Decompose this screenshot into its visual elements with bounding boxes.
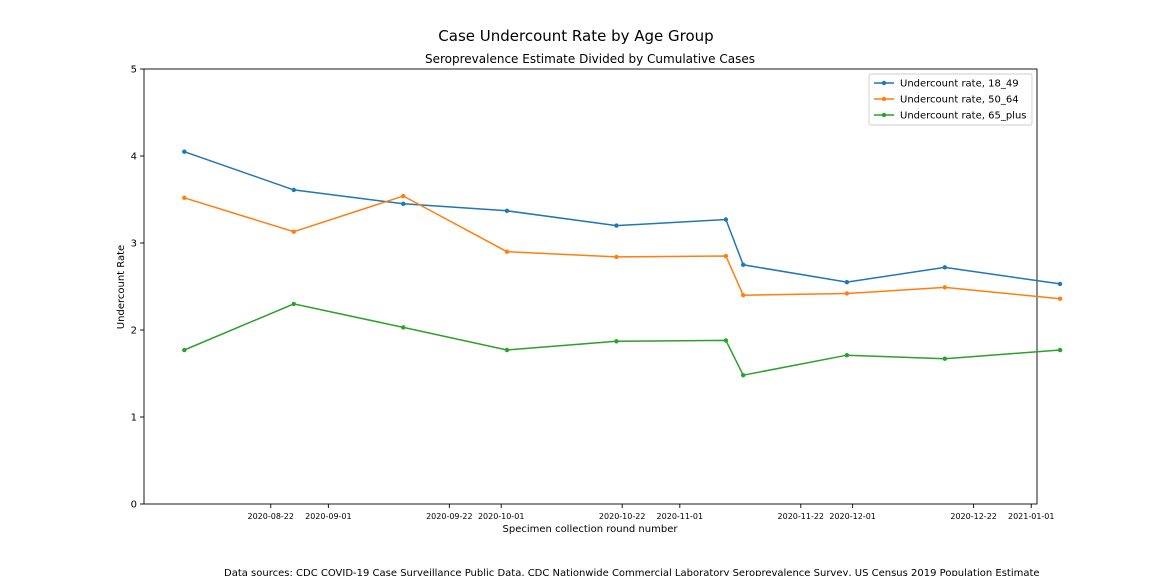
x-tick-label: 2020-12-01 <box>829 512 876 521</box>
data-point <box>844 279 850 285</box>
data-point <box>740 373 746 378</box>
legend-box <box>868 73 1033 126</box>
x-axis-label: Specimen collection round number <box>503 524 679 535</box>
data-point <box>504 347 510 353</box>
chart-title: Case Undercount Rate by Age Group <box>438 27 713 45</box>
x-tick-label: 2020-12-22 <box>950 512 997 521</box>
data-point <box>942 265 948 270</box>
y-tick-label: 2 <box>131 326 137 337</box>
data-point <box>942 356 948 361</box>
y-tick-label: 4 <box>131 152 137 163</box>
data-point <box>614 223 619 228</box>
data-point <box>1057 281 1063 287</box>
data-point <box>614 254 619 260</box>
x-tick-label: 2020-10-01 <box>478 512 525 521</box>
x-tick-label: 2020-11-01 <box>657 512 704 521</box>
data-point <box>401 325 406 330</box>
data-point <box>614 339 619 344</box>
data-point <box>740 293 746 298</box>
data-point <box>401 193 406 199</box>
plot-frame <box>143 68 1038 505</box>
legend-swatch-marker <box>881 112 887 118</box>
data-point <box>723 253 729 259</box>
data-point <box>291 301 296 307</box>
data-point <box>504 208 510 214</box>
data-point <box>723 338 729 343</box>
x-tick-label: 2020-11-22 <box>778 512 825 521</box>
legend-entry: Undercount rate, 18_49 <box>900 79 1019 90</box>
x-tick-label: 2020-09-01 <box>305 512 352 521</box>
data-point <box>1057 296 1063 301</box>
y-tick-label: 3 <box>131 239 137 250</box>
y-tick-label: 5 <box>131 65 137 76</box>
y-tick-label: 1 <box>131 413 137 424</box>
data-point <box>942 285 948 290</box>
chart-subtitle: Seroprevalence Estimate Divided by Cumul… <box>425 52 755 66</box>
y-axis-label: Undercount Rate <box>116 245 127 329</box>
data-point <box>182 195 187 200</box>
x-tick-label: 2020-09-22 <box>426 512 473 521</box>
data-point <box>844 291 850 296</box>
series-line-2 <box>184 195 1061 300</box>
data-point <box>291 187 296 193</box>
data-point <box>291 229 296 234</box>
x-tick-label: 2021-01-01 <box>1008 512 1055 521</box>
data-point <box>401 201 406 207</box>
series-line-1 <box>184 150 1061 285</box>
plot-area: 0 1 2 3 4 5 2020-08-22 2020-09-01 2020-09-22 2020… <box>131 65 1063 521</box>
data-source-footnote: Data sources: CDC COVID-19 Case Surveill… <box>224 568 1040 576</box>
legend-swatch-marker <box>881 80 887 86</box>
data-point <box>740 262 746 267</box>
y-tick-label: 0 <box>131 500 137 511</box>
x-tick-label: 2020-08-22 <box>247 512 294 521</box>
series-line-3 <box>184 303 1061 377</box>
legend-swatch-marker <box>881 96 887 102</box>
data-point <box>844 353 850 358</box>
data-point <box>504 249 510 254</box>
data-point <box>1057 347 1063 353</box>
legend-entry: Undercount rate, 50_64 <box>900 95 1019 106</box>
data-point <box>723 217 729 222</box>
x-tick-label: 2020-10-22 <box>599 512 646 521</box>
data-point <box>182 347 187 353</box>
legend-entry: Undercount rate, 65_plus <box>900 111 1027 122</box>
data-point <box>182 149 187 154</box>
